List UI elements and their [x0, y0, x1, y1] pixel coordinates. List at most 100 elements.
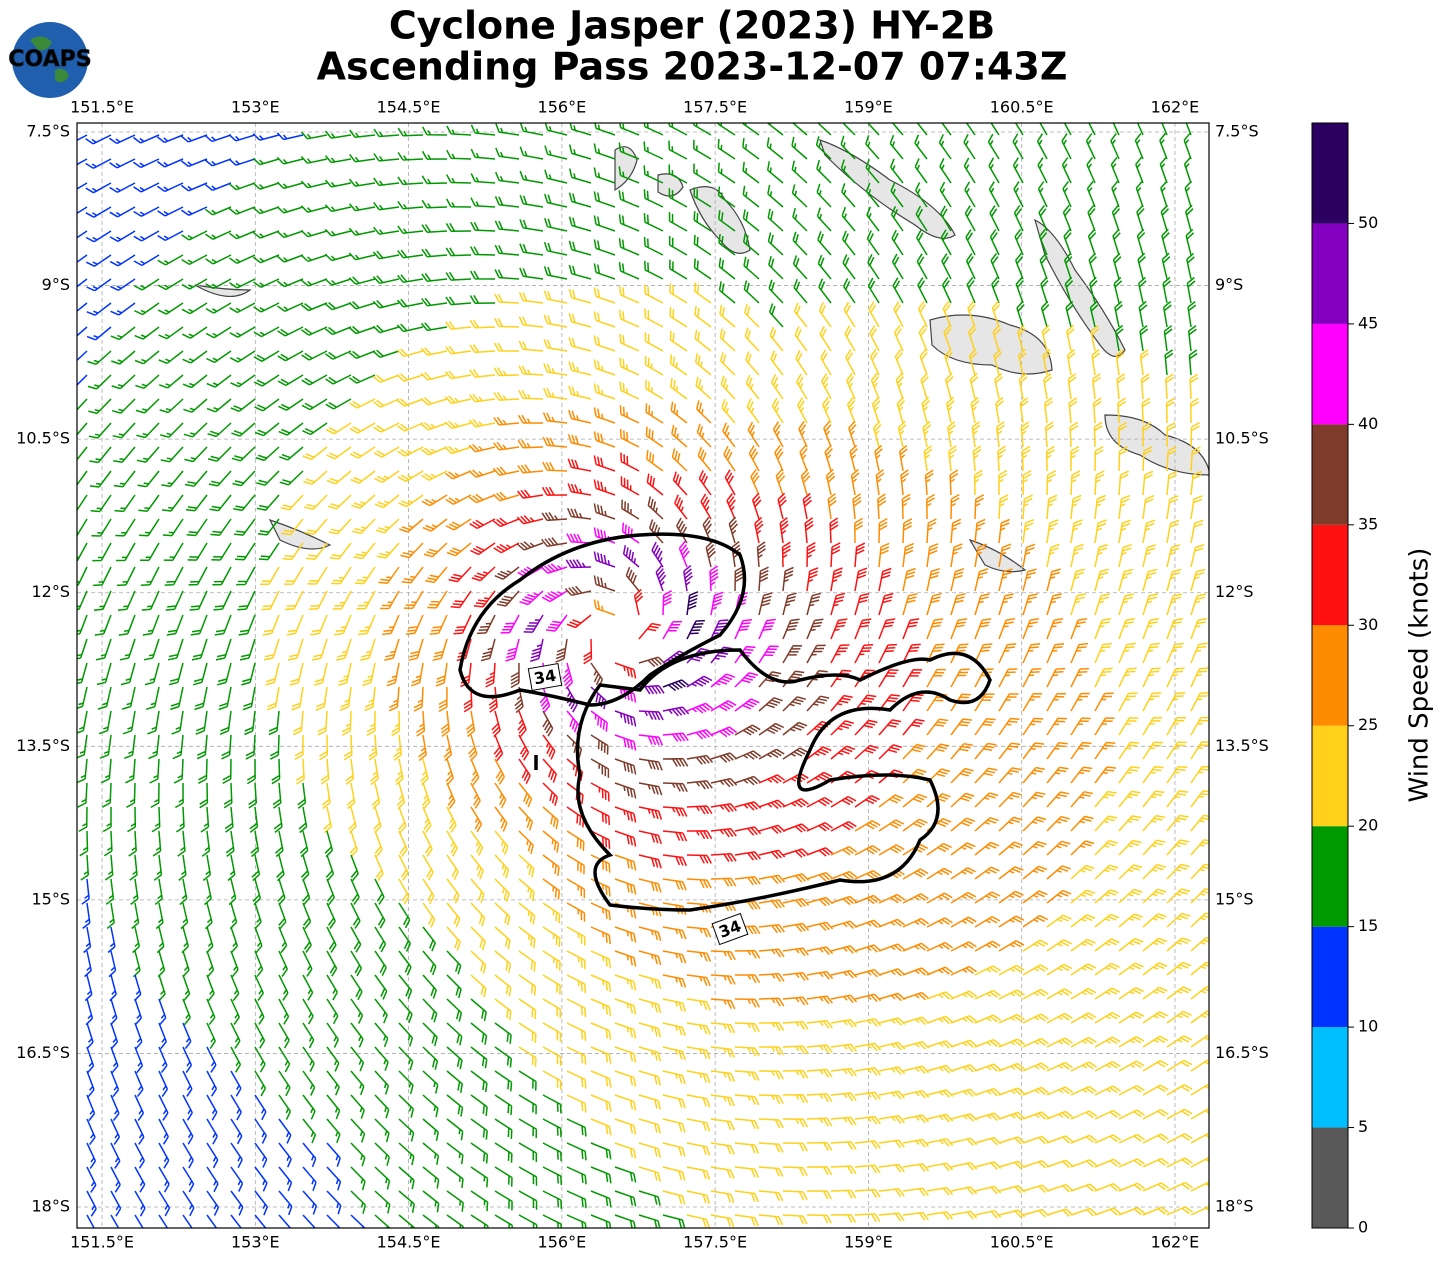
wind-barb — [1046, 840, 1071, 856]
wind-barb — [950, 817, 976, 832]
wind-barb — [470, 758, 480, 786]
wind-barb — [734, 1118, 760, 1130]
wind-barb — [518, 830, 534, 854]
wind-barb — [1112, 252, 1122, 280]
wind-barb — [206, 350, 232, 364]
wind-barb — [782, 971, 809, 981]
wind-barb — [182, 974, 191, 1002]
wind-barb — [109, 182, 136, 193]
wind-barb — [1142, 1084, 1169, 1096]
wind-barb — [992, 324, 1002, 352]
wind-barb — [204, 230, 232, 240]
wind-barb — [593, 575, 616, 592]
wind-barb — [854, 618, 872, 640]
wind-barb — [444, 370, 472, 380]
wind-barb — [672, 471, 688, 496]
wind-barb — [830, 1116, 857, 1126]
wind-barb — [230, 1022, 241, 1049]
wind-barb — [324, 155, 352, 164]
wind-barb — [944, 372, 954, 400]
wind-barb — [1094, 593, 1110, 616]
wind-barb — [782, 823, 810, 833]
wind-barb — [1094, 1011, 1121, 1024]
wind-barb — [278, 998, 290, 1025]
wind-barb — [292, 710, 304, 736]
wind-barb — [742, 185, 760, 208]
wind-barb — [998, 791, 1022, 808]
wind-barb — [1112, 123, 1120, 136]
wind-barb — [768, 256, 784, 280]
wind-barb — [421, 248, 448, 258]
wind-barb — [376, 542, 400, 559]
wind-barb — [529, 638, 544, 663]
wind-barb — [710, 1046, 736, 1058]
wind-barb — [1190, 519, 1204, 544]
wind-barb — [758, 799, 786, 809]
wind-barb — [662, 830, 688, 842]
wind-barb — [444, 395, 472, 405]
wind-barb — [1070, 593, 1086, 616]
wind-barb — [735, 974, 761, 984]
wind-barb — [782, 873, 810, 883]
wind-barb — [493, 542, 520, 554]
wind-barb — [734, 672, 758, 688]
wind-barb — [816, 207, 832, 232]
wind-barb — [590, 1094, 612, 1112]
wind-barb — [710, 752, 738, 763]
wind-barb — [77, 230, 88, 239]
wind-barb — [370, 758, 379, 786]
wind-barb — [686, 1166, 711, 1180]
wind-barb — [278, 1094, 292, 1120]
wind-barb — [1022, 914, 1049, 928]
colorbar-tick-label: 40 — [1358, 414, 1378, 433]
wind-barb — [1070, 1134, 1098, 1144]
wind-barb — [446, 1190, 464, 1212]
wind-barb — [1166, 692, 1186, 712]
wind-barb — [1038, 228, 1048, 256]
wind-barb — [840, 159, 856, 184]
wind-barb — [206, 1022, 216, 1050]
wind-barb — [1166, 1010, 1192, 1024]
wind-barb — [229, 278, 256, 289]
wind-barb — [950, 1210, 978, 1220]
wind-barb — [806, 618, 824, 640]
wind-barb — [137, 470, 160, 488]
wind-barb — [180, 158, 208, 168]
wind-barb — [950, 792, 975, 808]
wind-barb — [950, 668, 970, 688]
wind-barb — [671, 424, 688, 448]
colorbar-tick-label: 20 — [1358, 816, 1378, 835]
wind-barb — [1163, 325, 1173, 352]
wind-barb — [1142, 839, 1166, 856]
wind-barb — [480, 638, 496, 662]
wind-barb — [614, 734, 637, 751]
colorbar-tick-label: 15 — [1358, 916, 1378, 935]
wind-barb — [638, 1094, 662, 1110]
wind-barb — [100, 758, 112, 784]
wind-barb — [153, 854, 163, 881]
wind-barb — [590, 782, 610, 802]
wind-barb — [791, 136, 808, 160]
wind-barb — [108, 134, 136, 145]
wind-barb — [974, 1063, 1002, 1072]
wind-barb — [397, 225, 424, 234]
wind-barb — [173, 758, 184, 784]
wind-barb — [278, 1190, 293, 1216]
wind-barb — [420, 397, 448, 406]
wind-barb — [1160, 180, 1168, 208]
wind-barb — [300, 131, 328, 140]
wind-barb — [854, 1018, 882, 1027]
wind-barb — [1094, 543, 1108, 568]
wind-barb — [215, 638, 232, 661]
wind-barb — [1022, 890, 1048, 904]
wind-barb — [769, 326, 784, 352]
wind-barb — [758, 1166, 784, 1177]
wind-barb — [544, 145, 568, 160]
wind-barb — [974, 891, 1001, 904]
wind-barb — [453, 614, 472, 635]
wind-barb — [967, 300, 976, 328]
wind-barb — [422, 1046, 439, 1070]
wind-barb — [758, 948, 785, 958]
wind-barb — [1190, 1083, 1209, 1096]
wind-barb — [566, 830, 585, 851]
